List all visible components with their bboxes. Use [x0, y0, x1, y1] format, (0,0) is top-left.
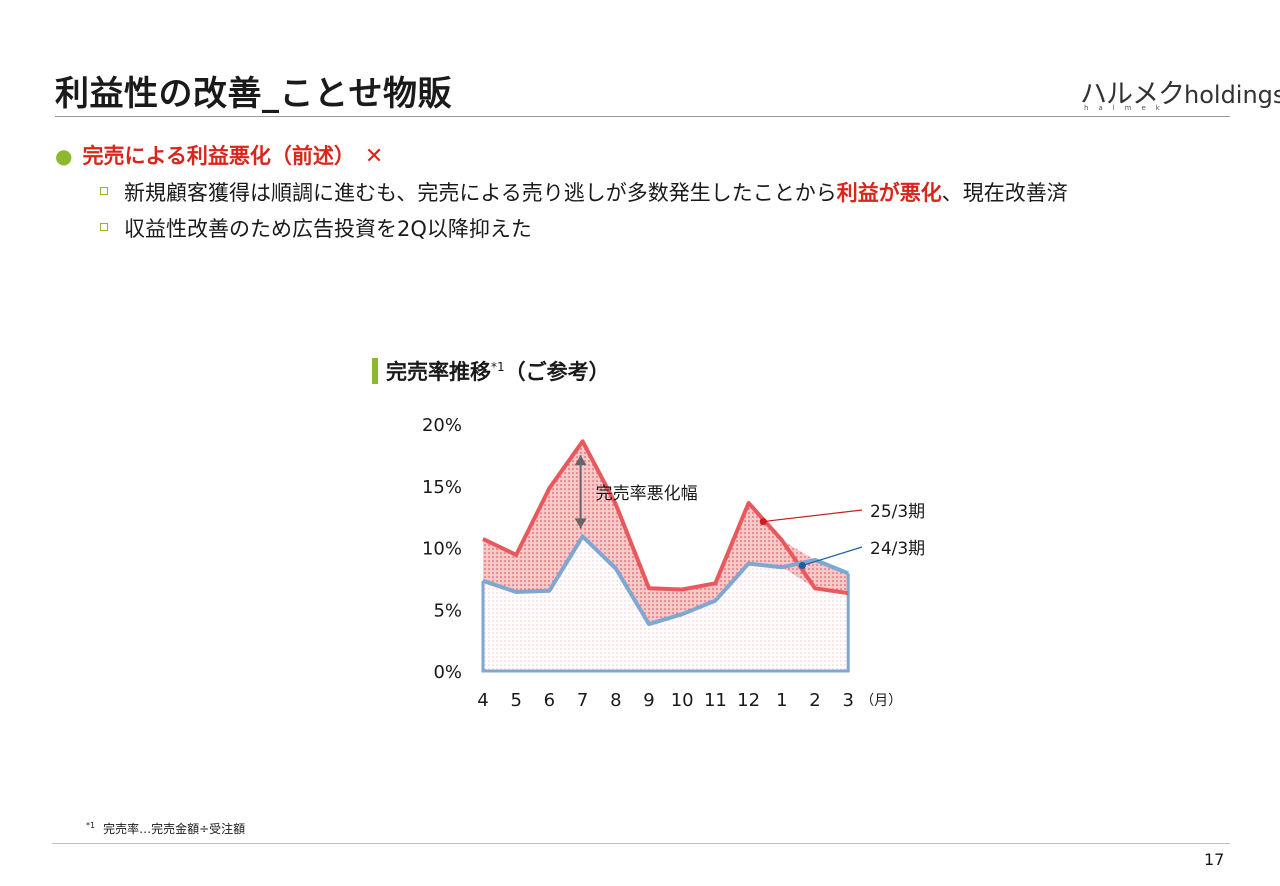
callout-line-24-3: [802, 546, 863, 567]
x-tick-label: 4: [477, 690, 488, 711]
series-line-24-3: [482, 534, 849, 627]
x-tick-label: 9: [643, 690, 654, 711]
sub-bullet-1: 新規顧客獲得は順調に進むも、完売による売り逃しが多数発生したことから利益が悪化、…: [100, 177, 1068, 207]
sub-bullet-1-after: 、現在改善済: [941, 181, 1068, 205]
sub-bullet-2: 収益性改善のため広告投資を2Q以降抑えた: [100, 213, 532, 243]
x-tick-label: 8: [610, 690, 621, 711]
bullet-dot-icon: ●: [55, 144, 73, 168]
page-title: 利益性の改善_ことせ物販: [55, 74, 452, 114]
footnote: *1 完売率…完売金額÷受注額: [86, 820, 245, 837]
callout-line-25-3: [763, 509, 863, 523]
callout-dot-25-3: [759, 518, 767, 526]
cross-mark-icon: ✕: [364, 144, 384, 169]
y-tick-label: 5%: [433, 600, 462, 621]
main-bullet-text: 完売による利益悪化（前述）: [82, 144, 355, 168]
logo-text-en: holdings: [1184, 81, 1280, 109]
gap-arrow-head-down: [574, 518, 587, 529]
page-number: 17: [1204, 850, 1225, 869]
chart-title-accent-bar: [372, 358, 378, 384]
series-label-24-3: 24/3期: [870, 539, 925, 559]
gap-area: [483, 441, 849, 625]
square-bullet-icon: [100, 223, 108, 231]
logo-text-jp: ハルメク: [1080, 79, 1185, 110]
sub-bullet-2-text: 収益性改善のため広告投資を2Q以降抑えた: [124, 217, 532, 241]
series-line-25-3: [482, 439, 849, 596]
footer-divider: [52, 843, 1230, 844]
x-tick-label: 7: [577, 690, 588, 711]
x-tick-label: 2: [809, 690, 820, 711]
y-tick-label: 0%: [433, 662, 462, 683]
x-tick-label: 6: [544, 690, 555, 711]
area-frame: [481, 573, 850, 673]
base-area: [483, 536, 849, 671]
y-tick-label: 10%: [422, 539, 462, 560]
sub-bullet-1-before: 新規顧客獲得は順調に進むも、完売による売り逃しが多数発生したことから: [124, 181, 837, 205]
footnote-mark: *1: [86, 821, 96, 830]
chart-title-text: 完売率推移: [386, 360, 491, 384]
x-tick-label: 5: [510, 690, 521, 711]
chart-title-note: *1: [491, 360, 505, 374]
chart-title-suffix: （ご参考）: [504, 360, 610, 384]
x-tick-label: 12: [737, 690, 760, 711]
sub-bullet-1-emphasis: 利益が悪化: [836, 181, 942, 205]
title-divider: [55, 116, 1230, 117]
footnote-text: 完売率…完売金額÷受注額: [103, 822, 246, 836]
x-tick-label: 10: [671, 690, 694, 711]
callout-dot-24-3: [798, 562, 806, 570]
square-bullet-icon: [100, 187, 108, 195]
chart-title: 完売率推移*1（ご参考）: [372, 356, 610, 386]
gap-annotation: 完売率悪化幅: [596, 484, 698, 504]
main-bullet: ● 完売による利益悪化（前述） ✕: [55, 140, 383, 170]
y-tick-label: 15%: [422, 477, 462, 498]
x-tick-label: 3: [842, 690, 853, 711]
x-tick-label: 11: [704, 690, 727, 711]
logo-subtext: halmek: [1084, 104, 1170, 112]
series-label-25-3: 25/3期: [870, 502, 925, 522]
gap-arrow-head-up: [574, 455, 587, 466]
y-tick-label: 20%: [422, 415, 462, 436]
x-axis-unit: （月）: [860, 693, 902, 709]
company-logo: ハルメクholdings halmek: [1080, 70, 1280, 116]
x-tick-label: 1: [776, 690, 787, 711]
